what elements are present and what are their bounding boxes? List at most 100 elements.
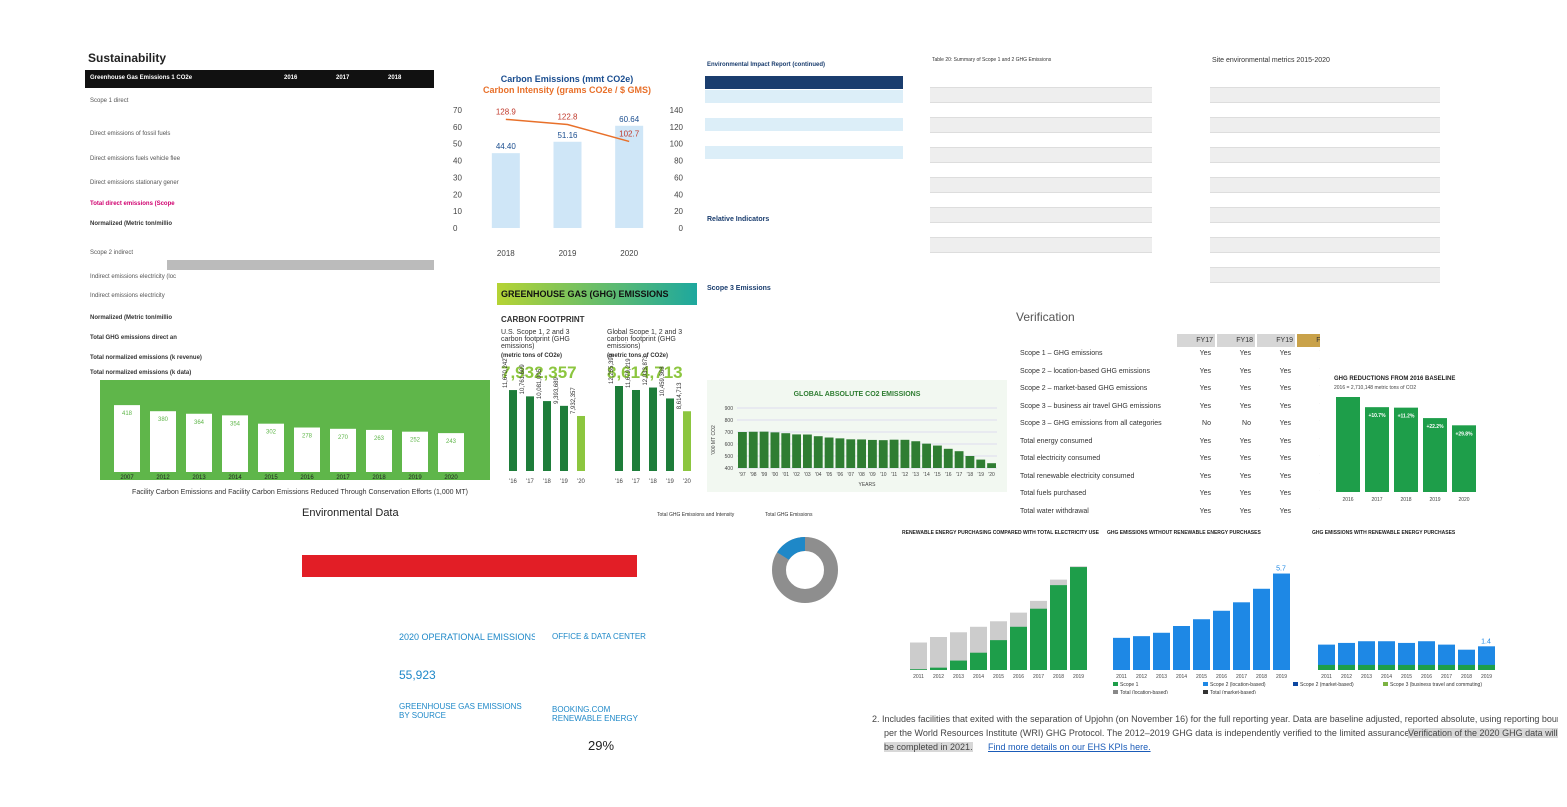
x-tick-label: 2019 xyxy=(559,249,577,258)
y-tick-label: 40 xyxy=(453,157,462,166)
cell: Yes xyxy=(1279,385,1291,392)
bar xyxy=(491,153,520,228)
x-tick-label: '04 xyxy=(815,472,822,478)
bar xyxy=(150,411,176,472)
header-cell: 2017 xyxy=(336,75,350,81)
title: Environmental Data xyxy=(302,507,399,519)
title: Total GHG Emissions xyxy=(765,512,813,518)
cell: Yes xyxy=(1279,490,1291,497)
ghg-reductions-panel: GHG REDUCTIONS FROM 2016 BASELINE 2016 = … xyxy=(1330,370,1482,505)
table-row xyxy=(1210,103,1440,118)
footnote-line: 2. Includes facilities that exited with … xyxy=(872,714,1558,724)
cell: Yes xyxy=(1297,385,1321,392)
table-row xyxy=(705,76,903,89)
title: Environmental Impact Report (continued) xyxy=(707,62,826,68)
x-tick-label: '17 xyxy=(632,479,640,485)
legend-label: Scope 1 xyxy=(1120,682,1139,688)
footnote-line: Verification of the 2020 GHG data will xyxy=(1408,728,1558,738)
bar-label: 364 xyxy=(194,420,205,426)
cell: Yes xyxy=(1199,367,1211,375)
cell: Yes xyxy=(1239,472,1251,480)
chart xyxy=(772,536,838,603)
x-tick-label: 2020 xyxy=(1458,497,1469,503)
y-tick-label: 900 xyxy=(725,406,734,412)
bar xyxy=(615,386,623,471)
red-header xyxy=(302,555,637,577)
cell: Yes xyxy=(1279,455,1291,462)
bar xyxy=(954,451,964,468)
bar xyxy=(1336,397,1360,492)
table-row xyxy=(930,88,1152,103)
legend-label: Total (market-based) xyxy=(1210,690,1256,694)
x-label: YEARS xyxy=(859,482,877,488)
x-tick-label: 2020 xyxy=(620,249,638,258)
caption: Facility Carbon Emissions and Facility C… xyxy=(132,489,468,496)
x-tick-label: 2018 xyxy=(1256,674,1267,680)
cell: Yes xyxy=(1239,367,1251,375)
bar xyxy=(114,405,140,472)
x-tick-label: 2016 xyxy=(1013,674,1024,680)
bar xyxy=(770,432,780,468)
chart: GLOBAL ABSOLUTE CO2 EMISSIONS 400 500 600 70… xyxy=(711,391,997,488)
x-tick-label: '20 xyxy=(683,479,691,485)
total: 7,932,357 xyxy=(501,363,577,382)
x-tick-label: '19 xyxy=(560,479,568,485)
x-tick-label: '17 xyxy=(526,479,534,485)
x-tick-label: 2015 xyxy=(1196,674,1207,680)
bar xyxy=(1318,644,1335,670)
bar xyxy=(1050,585,1067,670)
bar xyxy=(911,441,921,468)
bar xyxy=(759,431,769,468)
column-header: FY17 xyxy=(1177,334,1215,347)
bar-label: 252 xyxy=(410,438,421,444)
bar xyxy=(930,667,947,670)
chart: 418 2007 380 2012 364 2013 354 2014 302 2015 278 20… xyxy=(100,380,490,496)
x-tick-label: 2015 xyxy=(264,475,278,481)
x-tick-label: '03 xyxy=(804,472,811,478)
legend-swatch xyxy=(1383,682,1388,686)
chart: RENEWABLE ENERGY PURCHASING COMPARED WIT… xyxy=(902,530,1495,694)
section: Relative Indicators xyxy=(707,216,770,223)
legend-label: Scope 3 (business travel and commuting) xyxy=(1390,682,1482,688)
row-label: Total direct emissions (Scope xyxy=(90,201,175,207)
facility-panel: 418 2007 380 2012 364 2013 354 2014 302 2015 278 20… xyxy=(100,380,490,498)
x-tick-label: 2011 xyxy=(1321,674,1332,680)
link[interactable]: Find more details on our EHS KPIs here. xyxy=(988,742,1151,752)
bar-label: 44.40 xyxy=(496,142,517,151)
bar xyxy=(683,411,691,471)
cell: Yes xyxy=(1239,402,1251,410)
x-tick-label: '14 xyxy=(923,472,930,478)
sub: GREENHOUSE GAS EMISSIONS BY SOURCE xyxy=(399,702,522,720)
bar-label: 11,679,219 xyxy=(626,358,632,388)
chart: 11,670,242 '16 10,761,609 '17 10,081,005 '18 9… xyxy=(503,353,692,485)
total: 8,614,713 xyxy=(607,363,683,382)
chart-subtitle: 2016 = 2,710,148 metric tons of CO2 xyxy=(1334,385,1416,391)
bar xyxy=(543,401,551,471)
chart-title: GHG EMISSIONS WITH RENEWABLE ENERGY PURC… xyxy=(1312,530,1456,536)
bar xyxy=(1394,407,1418,492)
y2-tick-label: 0 xyxy=(679,224,684,233)
bar xyxy=(965,456,975,468)
bar xyxy=(1338,642,1355,670)
bar xyxy=(1173,626,1190,670)
y2-tick-label: 100 xyxy=(670,140,684,149)
x-tick-label: '17 xyxy=(956,472,963,478)
y2-tick-label: 60 xyxy=(674,173,683,182)
x-tick-label: 2017 xyxy=(1033,674,1044,680)
row-label: Total renewable electricity consumed xyxy=(1020,472,1135,480)
x-tick-label: '19 xyxy=(977,472,984,478)
bar xyxy=(930,637,947,670)
table-row xyxy=(930,208,1152,223)
table-row xyxy=(1210,253,1440,268)
x-tick-label: 2015 xyxy=(993,674,1004,680)
bar xyxy=(666,398,674,471)
x-tick-label: 2016 xyxy=(1421,674,1432,680)
cell: Yes xyxy=(1199,490,1211,497)
table-row xyxy=(930,118,1152,133)
cell: Yes xyxy=(1297,350,1321,357)
value-label: 1.4 xyxy=(1481,638,1491,645)
bar-label: 8,614,713 xyxy=(677,382,683,409)
x-tick-label: 2018 xyxy=(1400,497,1411,503)
table20-panel: Table 20: Summary of Scope 1 and 2 GHG E… xyxy=(930,55,1152,255)
bar xyxy=(889,439,899,468)
